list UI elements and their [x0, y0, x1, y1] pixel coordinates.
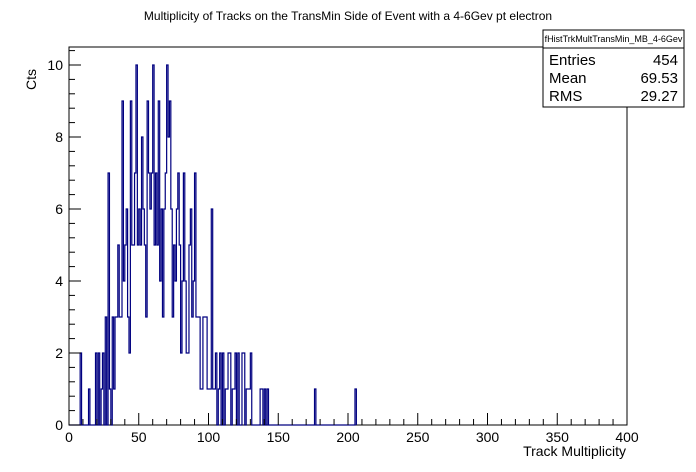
histogram-step-line: [69, 64, 357, 426]
y-tick-label: 10: [47, 57, 63, 73]
stats-box: fHistTrkMultTransMin_MB_4-6Gev Entries 4…: [542, 29, 685, 108]
x-axis-label: Track Multiplicity: [523, 443, 626, 459]
y-tick-label: 2: [55, 345, 63, 361]
chart-title: Multiplicity of Tracks on the TransMin S…: [144, 9, 552, 23]
stats-mean-value: 69.53: [640, 70, 678, 87]
x-axis: 0 50 100 150 200 250 300 350 400: [65, 413, 639, 445]
stats-box-title: fHistTrkMultTransMin_MB_4-6Gev: [545, 34, 683, 44]
y-tick-label: 4: [55, 273, 63, 289]
y-axis: 0 2 4 6 8 10: [47, 50, 81, 433]
x-tick-label: 300: [476, 429, 500, 445]
x-tick-label: 200: [336, 429, 360, 445]
x-tick-label: 50: [131, 429, 147, 445]
x-tick-label: 350: [546, 429, 570, 445]
stats-entries-value: 454: [653, 52, 678, 69]
x-tick-label: 150: [267, 429, 291, 445]
y-tick-label: 6: [55, 201, 63, 217]
stats-mean-label: Mean: [549, 70, 587, 87]
y-tick-label: 8: [55, 129, 63, 145]
y-tick-label: 0: [55, 417, 63, 433]
x-tick-label: 0: [65, 429, 73, 445]
stats-rms-value: 29.27: [640, 88, 678, 105]
histogram-bars: [69, 64, 357, 426]
x-tick-label: 400: [615, 429, 639, 445]
stats-rms-label: RMS: [549, 88, 582, 105]
x-tick-label: 100: [197, 429, 221, 445]
x-tick-label: 250: [406, 429, 430, 445]
y-axis-label: Cts: [23, 69, 39, 90]
stats-box-frame: [542, 29, 685, 108]
stats-entries-label: Entries: [549, 52, 596, 69]
